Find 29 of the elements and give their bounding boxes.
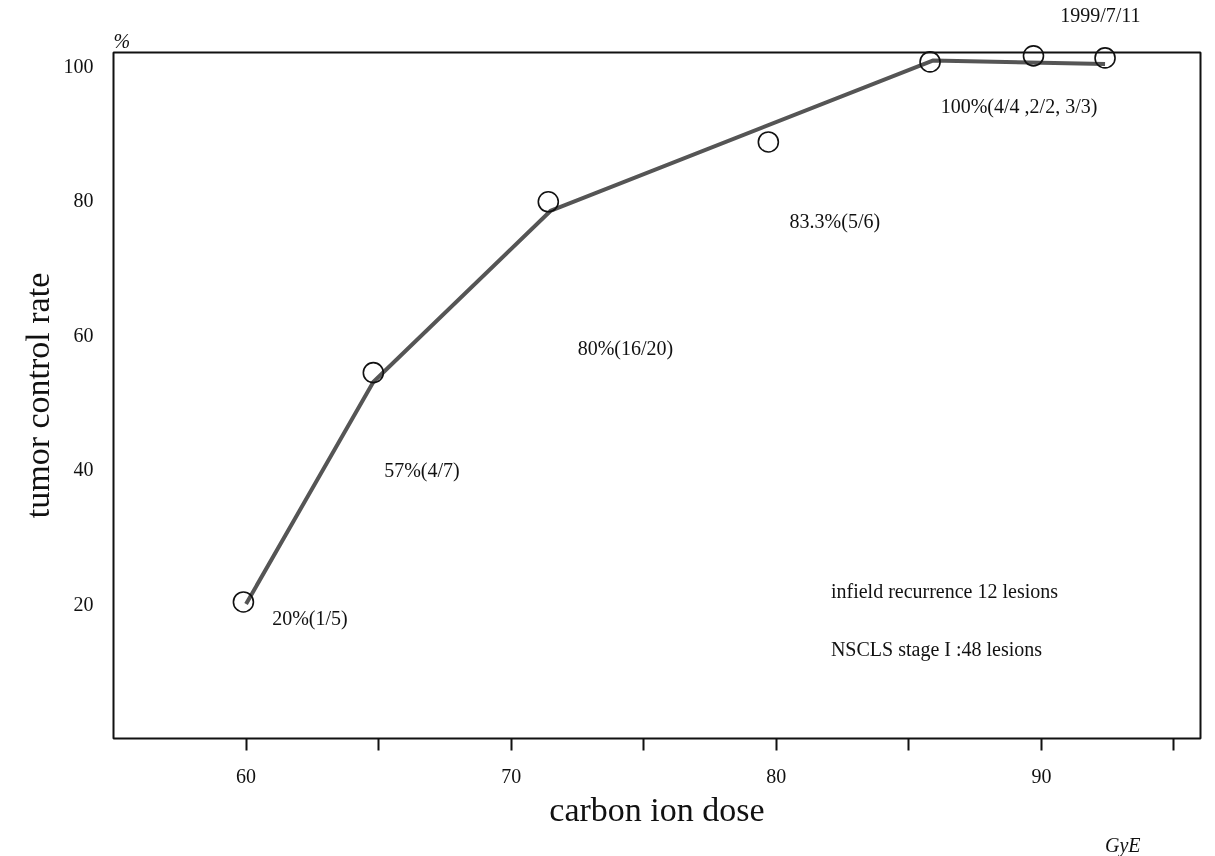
x-tick-label: 70 xyxy=(501,764,522,787)
y-tick-label: 20 xyxy=(73,592,94,615)
annotation: 57%(4/7) xyxy=(384,458,460,482)
annotation: 100%(4/4 ,2/2, 3/3) xyxy=(940,95,1098,119)
point xyxy=(919,51,941,73)
text: % xyxy=(113,29,131,52)
line-series xyxy=(244,58,1108,606)
x-tick-label: 60 xyxy=(236,764,257,787)
point xyxy=(537,191,560,213)
y-tick-label: 60 xyxy=(73,323,94,346)
y-tick-label: 100 xyxy=(63,54,94,77)
y-tick-label: 80 xyxy=(73,189,94,212)
point xyxy=(232,591,255,613)
x-axis-title: carbon ion dose xyxy=(549,790,765,828)
annotation: infield recurrence 12 lesions xyxy=(830,580,1059,603)
text: GyE xyxy=(1104,833,1141,856)
annotation: 80%(16/20) xyxy=(577,337,674,361)
y-axis-title: tumor control rate xyxy=(18,272,56,519)
point xyxy=(362,361,385,384)
text: 1999/7/11 xyxy=(1060,3,1141,26)
point xyxy=(1094,47,1116,69)
point xyxy=(1022,45,1045,67)
x-tick-label: 80 xyxy=(766,764,787,787)
annotation: NSCLS stage I :48 lesions xyxy=(830,638,1043,662)
x-tick-label: 90 xyxy=(1031,764,1052,787)
point xyxy=(757,131,780,153)
annotation: 20%(1/5) xyxy=(272,606,348,630)
y-tick-label: 40 xyxy=(73,458,94,481)
annotation: 83.3%(5/6) xyxy=(789,209,881,233)
